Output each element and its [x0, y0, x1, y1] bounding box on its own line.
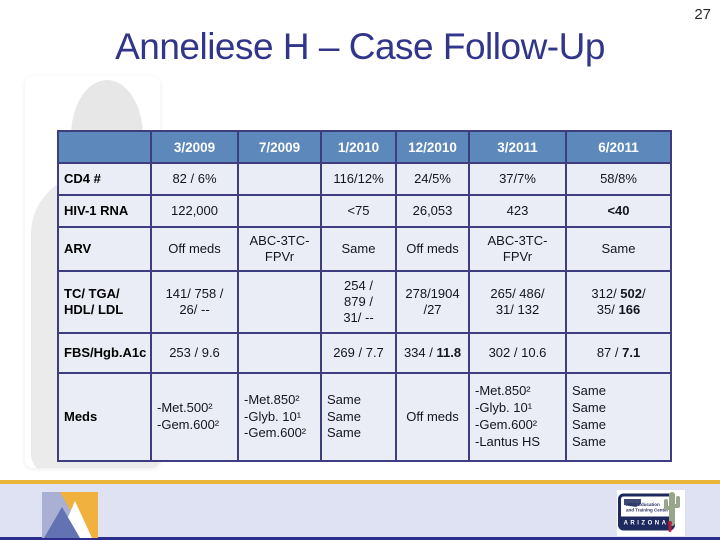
corner-cell: [57, 130, 152, 164]
gold-divider: [0, 480, 720, 484]
table-cell: <40: [565, 194, 672, 228]
page-number: 27: [694, 6, 711, 23]
column-header: 3/2009: [150, 130, 239, 164]
table-cell: 122,000: [150, 194, 239, 228]
column-header: 3/2011: [468, 130, 567, 164]
table-cell: 87 / 7.1: [565, 332, 672, 374]
table-cell: 141/ 758 /26/ --: [150, 270, 239, 334]
mountain-logo-icon: [42, 492, 98, 538]
table-cell: <75: [320, 194, 397, 228]
row-label: FBS/Hgb.A1c: [57, 332, 152, 374]
red-figure-icon: [668, 521, 672, 532]
aetc-org-line2: and Training Center: [626, 508, 669, 513]
header-row: 3/2009 7/2009 1/2010 12/2010 3/2011 6/2011: [57, 130, 672, 164]
table-row: ARV Off meds ABC-3TC- FPVr Same Off meds ABC-3…: [57, 226, 672, 272]
table-cell: [237, 194, 322, 228]
table-cell: 82 / 6%: [150, 162, 239, 196]
table-cell: Same Same Same Same: [565, 372, 672, 462]
aetc-org-line1: AIDS Education: [626, 502, 660, 507]
table-cell: Same Same Same: [320, 372, 397, 462]
arizona-label: ARIZONA: [624, 521, 669, 527]
table-row: FBS/Hgb.A1c 253 / 9.6 269 / 7.7 334 / 11.8 3…: [57, 332, 672, 374]
arizona-aetc-logo-icon: AIDS Education and Training Center ARIZO…: [617, 490, 685, 536]
table-cell: [237, 332, 322, 374]
table-row: HIV-1 RNA 122,000 <75 26,053 423 <40: [57, 194, 672, 228]
table-cell: Off meds: [150, 226, 239, 272]
table-cell: 265/ 486/31/ 132: [468, 270, 567, 334]
table-cell: 58/8%: [565, 162, 672, 196]
row-label: TC/ TGA/HDL/ LDL: [57, 270, 152, 334]
table-cell: [237, 270, 322, 334]
table-cell: 26,053: [395, 194, 470, 228]
table-cell: 116/12%: [320, 162, 397, 196]
table-cell: 37/7%: [468, 162, 567, 196]
arizona-map-icon: [624, 499, 641, 507]
table-row: Meds -Met.500² -Gem.600² -Met.850² -Glyb. 10…: [57, 372, 672, 462]
row-label: ARV: [57, 226, 152, 272]
table-cell: -Met.850² -Glyb. 10¹ -Gem.600²: [237, 372, 322, 462]
row-label: Meds: [57, 372, 152, 462]
column-header: 6/2011: [565, 130, 672, 164]
case-follow-up-table: 3/2009 7/2009 1/2010 12/2010 3/2011 6/2011 CD…: [57, 130, 672, 462]
table-cell: [237, 162, 322, 196]
table-cell: 254 /879 /31/ --: [320, 270, 397, 334]
table-cell: 278/1904/27: [395, 270, 470, 334]
table-cell: 423: [468, 194, 567, 228]
case-follow-up-table-wrap: 3/2009 7/2009 1/2010 12/2010 3/2011 6/2011 CD…: [57, 130, 672, 462]
column-header: 12/2010: [395, 130, 470, 164]
cactus-icon: [664, 492, 680, 526]
row-label: HIV-1 RNA: [57, 194, 152, 228]
table-row: TC/ TGA/HDL/ LDL 141/ 758 /26/ -- 254 /879…: [57, 270, 672, 334]
table-cell: 334 / 11.8: [395, 332, 470, 374]
footer-band: [0, 484, 720, 540]
table-cell: 253 / 9.6: [150, 332, 239, 374]
table-cell: -Met.850² -Glyb. 10¹ -Gem.600² -Lantus HS: [468, 372, 567, 462]
column-header: 1/2010: [320, 130, 397, 164]
table-cell: Same: [320, 226, 397, 272]
table-cell: -Met.500² -Gem.600²: [150, 372, 239, 462]
table-cell: 302 / 10.6: [468, 332, 567, 374]
table-cell: Off meds: [395, 372, 470, 462]
table-cell: ABC-3TC- FPVr: [237, 226, 322, 272]
row-label: CD4 #: [57, 162, 152, 196]
column-header: 7/2009: [237, 130, 322, 164]
table-cell: ABC-3TC- FPVr: [468, 226, 567, 272]
table-cell: Off meds: [395, 226, 470, 272]
table-cell: Same: [565, 226, 672, 272]
table-cell: 24/5%: [395, 162, 470, 196]
slide-title: Anneliese H – Case Follow-Up: [115, 26, 605, 67]
table-row: CD4 #82 / 6% 116/12% 24/5% 37/7% 58/8%: [57, 162, 672, 196]
table-cell: 312/ 502/35/ 166: [565, 270, 672, 334]
table-cell: 269 / 7.7: [320, 332, 397, 374]
